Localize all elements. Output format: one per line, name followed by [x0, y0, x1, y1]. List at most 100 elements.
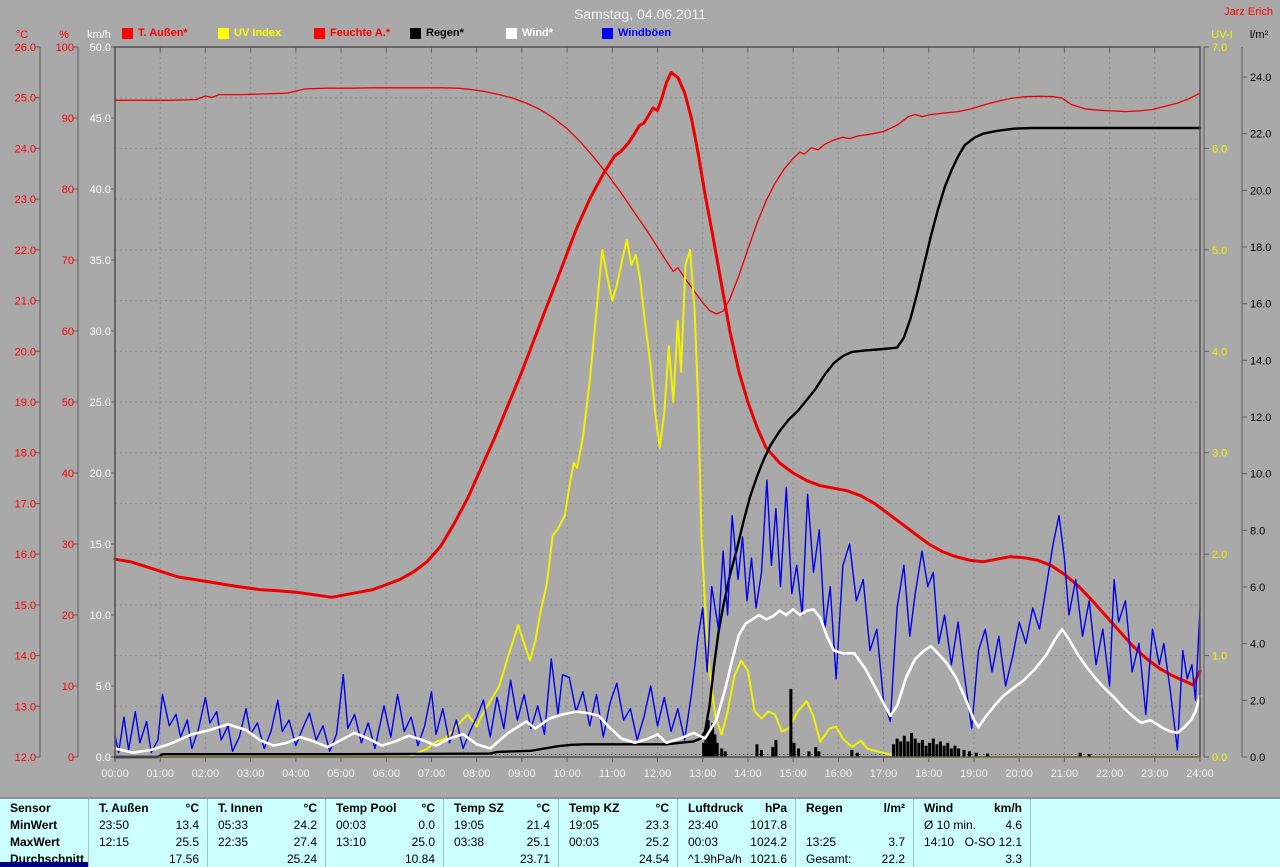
cell-value: 22.2 [881, 852, 905, 866]
cell-time: 00:03 [688, 835, 719, 849]
table-maxwert-row: 13:25 3.7 [796, 834, 913, 851]
axis-tick-label: 40 [62, 468, 74, 480]
x-axis-label: 09:00 [508, 768, 536, 780]
x-axis-label: 07:00 [418, 768, 446, 780]
axis-tick-label: 17.0 [15, 498, 36, 510]
table-column-wind: Wind km/h Ø 10 min. 4.6 14:10 O-SO 12.1 3.3 [913, 799, 1030, 867]
table-maxwert-row: 22:35 27.4 [208, 834, 325, 851]
legend-item-t-aussen[interactable]: T. Außen* [122, 27, 218, 39]
cell-value: 25.2 [645, 835, 669, 849]
cell-time: 19:05 [569, 818, 600, 832]
rain-bar [917, 742, 921, 757]
cell-value: 10.84 [404, 852, 435, 866]
rain-bar [711, 723, 715, 757]
rain-bar [906, 741, 910, 757]
table-minwert-row: 00:03 0.0 [326, 817, 443, 834]
x-axis-label: 23:00 [1141, 768, 1169, 780]
sensor-name: Regen [806, 801, 843, 815]
axis-tick-label: 12.0 [1250, 412, 1271, 424]
axis-tick-label: 13.0 [15, 701, 36, 713]
stats-table: Sensor MinWert MaxWert Durchschnitt T. Außen… [0, 797, 1280, 867]
rain-bar [755, 744, 759, 757]
cell-time: 00:03 [336, 818, 367, 832]
rain-bar [920, 740, 924, 757]
rain-bar [946, 742, 950, 757]
axis-tick-label: 80 [62, 184, 74, 196]
cell-time: 00:03 [569, 835, 600, 849]
table-column-temp-kz: Temp KZ °C 19:05 23.3 00:03 25.2 24.54 [558, 799, 677, 867]
axis-tick-label: 23.0 [15, 194, 36, 206]
table-minwert-row: 23:40 1017.8 [678, 817, 795, 834]
axis-tick-label: 8.0 [1250, 525, 1265, 537]
rain-bar [1087, 754, 1091, 757]
axis-tick-label: 30 [62, 539, 74, 551]
table-maxwert-row: 00:03 25.2 [559, 834, 677, 851]
cell-value: 27.4 [293, 835, 317, 849]
cell-time: 05:33 [218, 818, 249, 832]
chart-legend: T. Außen* UV Index Feuchte A.* Regen* Wi… [122, 27, 698, 39]
table-row-label-column: Sensor MinWert MaxWert Durchschnitt [0, 799, 88, 867]
axis-tick-label: 1.0 [1212, 651, 1227, 663]
axis-tick-label: 22.0 [15, 245, 36, 257]
cell-time: ^1.9hPa/h [688, 852, 742, 866]
axis-tick-label: 100 [56, 42, 74, 54]
sensor-name: Wind [924, 801, 954, 815]
wind-axis-unit: km/h [87, 29, 111, 41]
x-axis-label: 10:00 [553, 768, 581, 780]
x-axis-label: 24:00 [1186, 768, 1214, 780]
axis-tick-label: 50 [62, 397, 74, 409]
cell-value: 21.4 [526, 818, 550, 832]
axis-tick-label: 70 [62, 255, 74, 267]
axis-tick-label: 25.0 [90, 397, 111, 409]
sensor-name: Temp Pool [336, 801, 397, 815]
sensor-name: Temp SZ [454, 801, 504, 815]
table-durchschnitt-row: 23.71 [444, 851, 558, 867]
legend-item-uv-index[interactable]: UV Index [218, 27, 314, 39]
rain-bar [814, 747, 818, 757]
axis-tick-label: 26.0 [15, 42, 36, 54]
cell-value: 25.1 [526, 835, 550, 849]
x-axis-label: 05:00 [327, 768, 355, 780]
rain-bar [704, 728, 708, 757]
rain-bar [891, 744, 895, 757]
cell-value: 24.2 [293, 818, 317, 832]
legend-item-feuchte[interactable]: Feuchte A.* [314, 27, 410, 39]
x-axis-label: 02:00 [192, 768, 220, 780]
legend-label: Regen* [426, 27, 464, 39]
rain-bar [792, 742, 796, 757]
axis-tick-label: 0 [68, 752, 74, 764]
x-axis-label: 15:00 [779, 768, 807, 780]
table-durchschnitt-row: 24.54 [559, 851, 677, 867]
rain-bar [797, 748, 801, 757]
axis-tick-label: 15.0 [90, 539, 111, 551]
rain-bar [759, 749, 763, 757]
axis-tick-label: 35.0 [90, 255, 111, 267]
axis-tick-label: 45.0 [90, 113, 111, 125]
sensor-unit: km/h [993, 801, 1022, 815]
axis-tick-label: 20.0 [1250, 185, 1271, 197]
cell-time: 22:35 [218, 835, 249, 849]
axis-tick-label: 2.0 [1212, 549, 1227, 561]
legend-item-regen[interactable]: Regen* [410, 27, 506, 39]
legend-label: Windböen [618, 27, 672, 39]
table-header-row: T. Innen °C [208, 800, 325, 817]
x-axis-label: 14:00 [734, 768, 762, 780]
plot-border [114, 46, 1201, 758]
table-column-t-innen: T. Innen °C 05:33 24.2 22:35 27.4 25.24 [207, 799, 325, 867]
legend-item-wind[interactable]: Wind* [506, 27, 602, 39]
rain-bar [967, 751, 971, 757]
table-row: MaxWert [0, 834, 88, 851]
uv-series-swatch-icon [218, 27, 229, 39]
cell-time: Gesamt: [806, 852, 852, 866]
table-column-temp-pool: Temp Pool °C 00:03 0.0 13:10 25.0 10.84 [325, 799, 443, 867]
legend-label: T. Außen* [138, 27, 188, 39]
table-durchschnitt-row: 3.3 [914, 851, 1030, 867]
table-durchschnitt-row: 25.24 [208, 851, 325, 867]
table-column-regen: Regen l/m² 13:25 3.7 Gesamt: 22.2 [795, 799, 913, 867]
rain-bar [949, 748, 953, 757]
x-axis-label: 22:00 [1096, 768, 1124, 780]
legend-item-windboeen[interactable]: Windböen [602, 27, 698, 39]
sensor-name: Luftdruck [688, 801, 744, 815]
axis-tick-label: 12.0 [15, 752, 36, 764]
table-durchschnitt-row: 17.56 [89, 851, 207, 867]
